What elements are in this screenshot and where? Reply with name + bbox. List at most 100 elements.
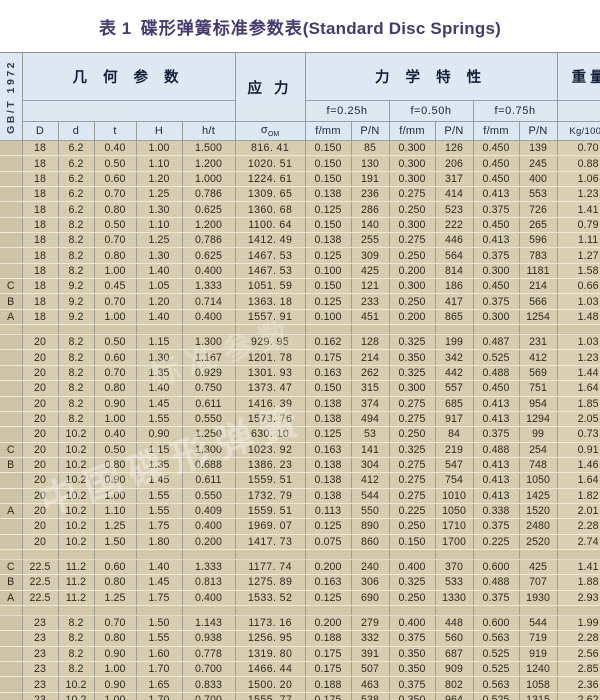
cell-p2: 547	[435, 457, 474, 474]
cell-ht: 0.625	[182, 247, 236, 264]
cell-D: 23	[22, 630, 59, 647]
series-letter-cell	[0, 534, 23, 550]
cell-p1: 690	[351, 590, 390, 606]
cell-p2: 533	[435, 574, 474, 591]
page-title: 表 1 碟形弹簧标准参数表(Standard Disc Springs)	[99, 14, 501, 39]
table-row[interactable]: A 20 10.2 1.10 1.55 0.409 1559. 51 0.113 550 0.22…	[0, 503, 600, 520]
cell-p1: 412	[351, 472, 390, 489]
standard-label-cell: GB/T 1972	[0, 52, 23, 141]
table-row[interactable]: 20 10.2 1.00 1.55 0.550 1732. 79 0.138 544 0.275…	[0, 488, 600, 504]
cell-p1: 286	[351, 201, 390, 218]
group-spacer-row	[0, 549, 600, 560]
cell-d: 8.2	[58, 396, 95, 412]
table-row[interactable]: 18 6.2 0.80 1.30 0.625 1360. 68 0.125 286 0.250 5…	[0, 201, 600, 218]
cell-f3: 0.338	[473, 503, 520, 520]
cell-weight: 1.64	[557, 472, 600, 489]
table-row[interactable]: 18 6.2 0.50 1.10 1.200 1020. 51 0.150 130 0.300 2…	[0, 155, 600, 172]
table-row[interactable]: 18 6.2 0.40 1.00 1.500 816. 41 0.150 85 0.300 126…	[0, 140, 600, 157]
cell-p1: 315	[351, 380, 390, 397]
cell-p1: 374	[351, 396, 390, 412]
table-row[interactable]: B 18 9.2 0.70 1.20 0.714 1363. 18 0.125 233 0.250…	[0, 293, 600, 310]
cell-f1: 0.150	[305, 155, 352, 172]
table-row[interactable]: B 22.5 11.2 0.80 1.45 0.813 1275. 89 0.163 306 0.…	[0, 574, 600, 591]
table-row[interactable]: 18 8.2 0.70 1.25 0.786 1412. 49 0.138 255 0.275 4…	[0, 232, 600, 249]
table-row[interactable]: 18 8.2 1.00 1.40 0.400 1467. 53 0.100 425 0.200 8…	[0, 263, 600, 280]
table-row[interactable]: A 22.5 11.2 1.25 1.75 0.400 1533. 52 0.125 690 0.…	[0, 590, 600, 606]
table-row[interactable]: 20 8.2 0.90 1.45 0.611 1416. 39 0.138 374 0.275 6…	[0, 396, 600, 412]
spacer-cell	[235, 549, 306, 560]
table-row[interactable]: 18 6.2 0.70 1.25 0.786 1309. 65 0.138 236 0.275 4…	[0, 186, 600, 203]
cell-p2: 219	[435, 442, 474, 458]
cell-p2: 206	[435, 155, 474, 172]
table-row[interactable]: 20 8.2 0.80 1.40 0.750 1373. 47 0.150 315 0.300 5…	[0, 380, 600, 397]
cell-weight: 1.85	[557, 396, 600, 412]
table-row[interactable]: 18 6.2 0.60 1.20 1.000 1224. 61 0.150 191 0.300 3…	[0, 171, 600, 188]
cell-f2: 0.275	[389, 488, 436, 504]
header-col-f3: f/mm	[473, 121, 520, 141]
cell-f3: 0.413	[473, 232, 520, 249]
table-row[interactable]: 20 8.2 0.60 1.30 1.167 1201. 78 0.175 214 0.350 3…	[0, 349, 600, 366]
table-row[interactable]: C 20 10.2 0.50 1.15 1.300 1023. 92 0.163 141 0.32…	[0, 442, 600, 458]
table-row[interactable]: A 18 9.2 1.00 1.40 0.400 1557. 91 0.100 451 0.200…	[0, 309, 600, 326]
cell-p3: 707	[519, 574, 558, 591]
table-row[interactable]: 20 10.2 0.40 0.90 1.250 630. 10 0.125 53 0.250 84…	[0, 426, 600, 443]
cell-ht: 1.200	[182, 217, 236, 234]
cell-p2: 342	[435, 349, 474, 366]
cell-f2: 0.350	[389, 692, 436, 700]
series-letter-cell: C	[0, 559, 23, 576]
table-row[interactable]: 20 8.2 0.50 1.15 1.300 929. 95 0.162 128 0.325 19…	[0, 334, 600, 351]
table-row[interactable]: C 22.5 11.2 0.60 1.40 1.333 1177. 74 0.200 240 0.…	[0, 559, 600, 576]
cell-p3: 1058	[519, 676, 558, 693]
cell-t: 1.00	[94, 692, 137, 700]
header-col-D: D	[22, 121, 59, 141]
cell-D: 18	[22, 247, 59, 264]
cell-f1: 0.138	[305, 472, 352, 489]
table-row[interactable]: 23 10.2 1.00 1.70 0.700 1555. 77 0.175 538 0.350…	[0, 692, 600, 700]
series-letter-cell	[0, 232, 23, 249]
table-row[interactable]: B 20 10.2 0.80 1.35 0.688 1386. 23 0.138 304 0.27…	[0, 457, 600, 474]
table-row[interactable]: 18 8.2 0.50 1.10 1.200 1100. 64 0.150 140 0.300 2…	[0, 217, 600, 234]
cell-p1: 141	[351, 442, 390, 458]
table-row[interactable]: 20 10.2 1.25 1.75 0.400 1969. 07 0.125 890 0.250…	[0, 518, 600, 535]
table-row[interactable]: 23 8.2 0.90 1.60 0.778 1319. 80 0.175 391 0.350 6…	[0, 646, 600, 663]
cell-D: 20	[22, 534, 59, 550]
cell-weight: 2.74	[557, 534, 600, 550]
cell-weight: 1.41	[557, 559, 600, 576]
table-row[interactable]: 20 8.2 0.70 1.35 0.929 1301. 93 0.163 262 0.325 4…	[0, 365, 600, 382]
cell-p2: 448	[435, 615, 474, 632]
cell-ht: 0.400	[182, 518, 236, 535]
table-row[interactable]: 18 8.2 0.80 1.30 0.625 1467. 53 0.125 309 0.250 5…	[0, 247, 600, 264]
cell-ht: 0.786	[182, 186, 236, 203]
cell-t: 0.50	[94, 217, 137, 234]
table-row[interactable]: 20 8.2 1.00 1.55 0.550 1573. 76 0.138 494 0.275 9…	[0, 411, 600, 428]
cell-d: 10.2	[58, 457, 95, 474]
series-letter-cell	[0, 171, 23, 188]
cell-d: 10.2	[58, 488, 95, 504]
table-row[interactable]: 20 10.2 0.90 1.45 0.611 1559. 51 0.138 412 0.275…	[0, 472, 600, 489]
table-row[interactable]: 23 8.2 1.00 1.70 0.700 1466. 44 0.175 507 0.350 9…	[0, 661, 600, 678]
cell-p1: 121	[351, 278, 390, 295]
cell-weight: 1.27	[557, 247, 600, 264]
cell-t: 0.70	[94, 232, 137, 249]
cell-weight: 0.79	[557, 217, 600, 234]
cell-f3: 0.525	[473, 692, 520, 700]
table-row[interactable]: 23 8.2 0.80 1.55 0.938 1256. 95 0.188 332 0.375 5…	[0, 630, 600, 647]
cell-d: 9.2	[58, 293, 95, 310]
table-row[interactable]: 20 10.2 1.50 1.80 0.200 1417. 73 0.075 860 0.150…	[0, 534, 600, 550]
table-row[interactable]: C 18 9.2 0.45 1.05 1.333 1051. 59 0.150 121 0.300…	[0, 278, 600, 295]
cell-p1: 306	[351, 574, 390, 591]
spacer-cell	[557, 549, 600, 560]
table-row[interactable]: 23 8.2 0.70 1.50 1.143 1173. 16 0.200 279 0.400 4…	[0, 615, 600, 632]
cell-d: 8.2	[58, 661, 95, 678]
cell-t: 0.60	[94, 349, 137, 366]
cell-weight: 0.66	[557, 278, 600, 295]
spacer-cell	[22, 605, 59, 616]
cell-ht: 0.929	[182, 365, 236, 382]
table-row[interactable]: 23 10.2 0.90 1.65 0.833 1500. 20 0.188 463 0.375…	[0, 676, 600, 693]
cell-f2: 0.300	[389, 380, 436, 397]
cell-D: 18	[22, 232, 59, 249]
cell-f2: 0.300	[389, 278, 436, 295]
cell-sigma: 1224. 61	[235, 171, 306, 188]
cell-p1: 240	[351, 559, 390, 576]
series-letter-cell: A	[0, 503, 23, 520]
